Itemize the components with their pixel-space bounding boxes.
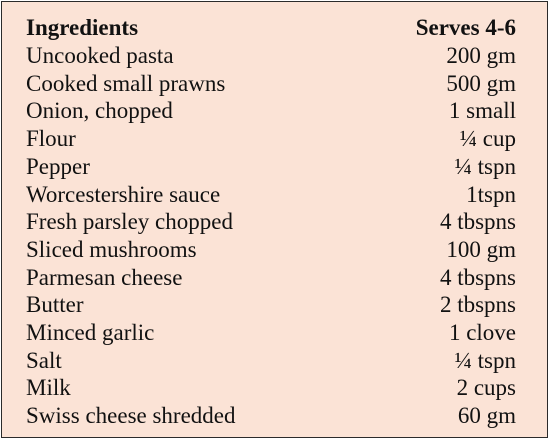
serves-header: Serves 4-6 [415, 15, 516, 40]
ingredients-header: Ingredients [26, 15, 139, 40]
ingredient-quantity: 1 clove [448, 320, 516, 345]
table-row: Onion, chopped 1 small [26, 97, 516, 124]
ingredient-quantity: 60 gm [457, 403, 516, 429]
ingredient-name: Sliced mushrooms [26, 236, 197, 262]
ingredient-name: Fresh parsley chopped [26, 209, 233, 235]
ingredient-quantity: 100 gm [446, 236, 516, 262]
ingredient-quantity: 1 small [448, 98, 516, 124]
ingredient-name: Salt [26, 347, 62, 373]
ingredient-name: Minced garlic [26, 320, 155, 345]
table-row: Cooked small prawns 500 gm [26, 70, 516, 97]
table-row: Swiss cheese shredded 60 gm [26, 402, 516, 429]
ingredient-name: Onion, chopped [26, 98, 173, 124]
table-row: Minced garlic 1 clove [26, 319, 516, 346]
ingredient-quantity: 4 tbspns [439, 264, 516, 290]
ingredient-name: Parmesan cheese [26, 264, 183, 290]
ingredient-quantity: 2 cups [456, 375, 516, 401]
ingredient-name: Swiss cheese shredded [26, 403, 236, 429]
table-row: Parmesan cheese 4 tbspns [26, 264, 516, 291]
ingredient-name: Pepper [26, 153, 90, 179]
ingredient-quantity: ¼ cup [459, 126, 516, 152]
ingredient-quantity: ¼ tspn [454, 153, 516, 179]
ingredient-quantity: 2 tbspns [439, 292, 516, 318]
ingredient-quantity: 500 gm [446, 70, 516, 96]
ingredient-quantity: 200 gm [446, 43, 516, 68]
table-row: Fresh parsley chopped 4 tbspns [26, 208, 516, 235]
ingredient-name: Uncooked pasta [26, 43, 174, 68]
ingredient-name: Worcestershire sauce [26, 181, 221, 207]
ingredient-quantity: 1tspn [466, 181, 516, 207]
table-row: Salt ¼ tspn [26, 347, 516, 374]
table-row: Uncooked pasta 200 gm [26, 42, 516, 69]
ingredient-name: Butter [26, 292, 84, 318]
ingredient-name: Cooked small prawns [26, 70, 226, 96]
table-row: Butter 2 tbspns [26, 291, 516, 318]
ingredient-quantity: ¼ tspn [454, 347, 516, 373]
table-header-row: Ingredients Serves 4-6 [26, 14, 516, 41]
table-row: Pepper ¼ tspn [26, 153, 516, 180]
table-row: Sliced mushrooms 100 gm [26, 236, 516, 263]
ingredient-name: Flour [26, 126, 76, 152]
table-row: Milk 2 cups [26, 374, 516, 401]
ingredient-quantity: 4 tbspns [439, 209, 516, 235]
table-row: Worcestershire sauce 1tspn [26, 181, 516, 208]
ingredient-name: Milk [26, 375, 71, 401]
table-row: Flour ¼ cup [26, 125, 516, 152]
